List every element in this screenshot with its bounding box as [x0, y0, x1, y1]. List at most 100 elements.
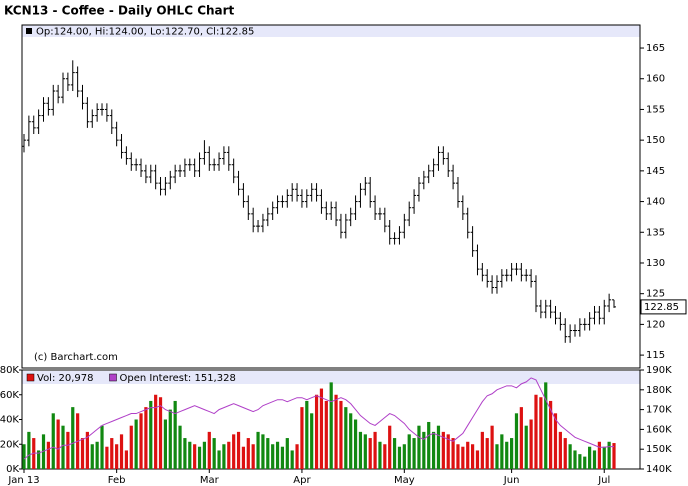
volume-bar — [261, 434, 265, 469]
volume-bar — [417, 425, 421, 469]
volume-bar — [100, 425, 104, 469]
volume-bar — [154, 394, 158, 469]
volume-bar — [310, 413, 314, 469]
volume-bar — [568, 444, 572, 469]
volume-bar — [588, 446, 592, 469]
volume-bar — [314, 394, 319, 469]
volume-bar — [212, 438, 216, 469]
header-band — [22, 25, 640, 37]
x-tick-label: May — [394, 475, 415, 486]
x-tick-label: Mar — [200, 475, 220, 486]
y2-tick-label: 150K — [646, 444, 672, 455]
open-interest-line — [23, 377, 615, 460]
volume-bar — [178, 425, 182, 469]
volume-bar — [456, 444, 460, 469]
volume-bar — [285, 438, 289, 469]
volume-bar — [271, 444, 275, 469]
volume-bar — [422, 431, 426, 469]
volume-bar — [61, 425, 65, 469]
x-tick-label: Jul — [597, 475, 610, 486]
volume-bar — [505, 441, 509, 469]
volume-bar — [495, 444, 499, 469]
y-tick-label: 150 — [646, 135, 665, 146]
volume-bar — [134, 419, 138, 469]
volume-bar — [490, 425, 494, 469]
volume-bar — [514, 413, 519, 469]
volume-bar — [319, 388, 324, 469]
volume-bar — [412, 438, 416, 469]
volume-bar — [27, 431, 31, 469]
volume-bar — [222, 444, 226, 469]
volume-bar — [144, 407, 148, 469]
volume-bar — [197, 446, 202, 469]
y-tick-label: 0K — [6, 464, 19, 475]
volume-bar — [168, 409, 172, 469]
volume-bar — [349, 413, 353, 469]
x-tick-label: Jun — [503, 475, 520, 486]
last-price-box — [640, 299, 687, 315]
legend-label: Vol: 20,978 — [37, 373, 94, 384]
volume-bar — [305, 400, 309, 469]
volume-bar — [90, 444, 94, 469]
y-tick-label: 155 — [646, 104, 665, 115]
volume-bar — [402, 444, 406, 469]
volume-bar — [597, 441, 601, 469]
y-tick-label: 80K — [0, 365, 19, 376]
y-tick-label: 120 — [646, 319, 665, 330]
volume-bar — [37, 450, 41, 469]
volume-bar — [407, 434, 411, 469]
y2-tick-label: 170K — [646, 405, 672, 416]
volume-bar — [339, 400, 343, 469]
volume-bar — [431, 431, 436, 469]
volume-bar — [378, 441, 382, 469]
volume-bar — [324, 400, 328, 469]
x-tick-label: Feb — [108, 475, 126, 486]
volume-bar — [373, 431, 377, 469]
volume-bar — [110, 438, 114, 469]
volume-bar — [558, 431, 562, 469]
volume-bar — [451, 438, 455, 469]
volume-bar — [446, 434, 450, 469]
volume-bar — [232, 434, 236, 469]
volume-bar — [193, 444, 197, 469]
volume-bar — [139, 413, 143, 469]
volume-bar — [290, 450, 294, 469]
volume-bar — [236, 431, 241, 469]
y-tick-label: 130 — [646, 258, 665, 269]
volume-bar — [368, 438, 372, 469]
volume-bar — [241, 446, 246, 469]
volume-bar — [280, 446, 285, 469]
volume-bar — [275, 441, 280, 469]
y2-tick-label: 180K — [646, 385, 672, 396]
volume-bar — [158, 397, 163, 469]
volume-bar — [461, 446, 465, 469]
volume-bar — [436, 425, 441, 469]
volume-bar — [246, 438, 250, 469]
volume-bar — [207, 431, 211, 469]
volume-bar — [612, 443, 616, 469]
volume-legend-band — [22, 371, 640, 384]
legend-label: Open Interest: 151,328 — [120, 373, 236, 384]
y2-tick-label: 160K — [646, 424, 672, 435]
volume-bar — [602, 446, 606, 469]
watermark: (c) Barchart.com — [34, 352, 118, 363]
volume-bar — [80, 438, 85, 469]
volume-bar — [563, 438, 567, 469]
volume-bar — [124, 450, 128, 469]
volume-bar — [519, 407, 523, 469]
volume-bar — [578, 454, 582, 469]
volume-bar — [22, 444, 26, 469]
y-tick-label: 115 — [646, 350, 665, 361]
volume-bar — [397, 446, 402, 469]
volume-bar — [427, 421, 431, 469]
volume-bar — [202, 441, 207, 469]
volume-bar — [510, 438, 514, 469]
volume-bar — [388, 425, 392, 469]
volume-bar — [188, 441, 192, 469]
volume-bar — [51, 413, 55, 469]
y-tick-label: 125 — [646, 289, 665, 300]
volume-bar — [363, 434, 367, 469]
volume-bar — [529, 419, 533, 469]
volume-bar — [344, 407, 348, 469]
legend-swatch — [26, 373, 35, 382]
